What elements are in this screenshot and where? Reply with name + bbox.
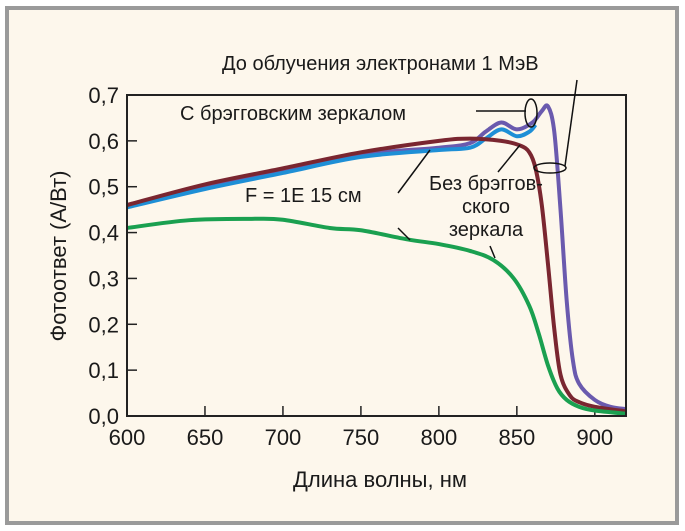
y-tick-label: 0,1 bbox=[88, 358, 119, 383]
x-tick-label: 750 bbox=[343, 425, 380, 450]
y-axis-label: Фотоответ (А/Вт) bbox=[46, 171, 71, 342]
ellipse-before bbox=[533, 162, 567, 174]
y-tick-label: 0,4 bbox=[88, 221, 119, 246]
annotation-without-mirror-1: Без брэггов- bbox=[429, 173, 543, 195]
annotation-leaders bbox=[397, 79, 578, 259]
x-axis-label: Длина волны, нм bbox=[293, 467, 467, 492]
leader-fluence-bottom bbox=[397, 227, 411, 241]
y-tick-label: 0,2 bbox=[88, 312, 119, 337]
series-line-4 bbox=[126, 216, 627, 416]
leader-without-mirror bbox=[497, 144, 521, 173]
series-line-3 bbox=[126, 136, 627, 414]
ellipse-with-mirror bbox=[524, 98, 538, 128]
leader-fluence-top bbox=[397, 149, 431, 194]
y-tick-label: 0,3 bbox=[88, 266, 119, 291]
x-tick-label: 650 bbox=[187, 425, 224, 450]
leader-before bbox=[564, 79, 578, 167]
leader-without-mirror-bottom bbox=[489, 245, 496, 259]
x-tick-label: 800 bbox=[421, 425, 458, 450]
x-tick-label: 600 bbox=[109, 425, 146, 450]
annotation-before: До облучения электронами 1 МэВ bbox=[222, 53, 539, 75]
y-tick-label: 0,0 bbox=[88, 404, 119, 429]
y-tick-label: 0,7 bbox=[88, 83, 119, 108]
y-tick-label: 0,6 bbox=[88, 129, 119, 154]
annotation-without-mirror-3: зеркала bbox=[449, 219, 524, 241]
plot-area bbox=[126, 94, 627, 417]
series-line-2 bbox=[126, 123, 538, 210]
annotation-with-mirror: С брэгговским зеркалом bbox=[180, 103, 406, 125]
x-tick-label: 850 bbox=[498, 425, 535, 450]
annotation-without-mirror-2: ского bbox=[462, 196, 510, 218]
annotation-fluence: F = 1E 15 см bbox=[245, 185, 362, 207]
x-tick-label: 900 bbox=[576, 425, 613, 450]
x-tick-label: 700 bbox=[265, 425, 302, 450]
y-tick-label: 0,5 bbox=[88, 175, 119, 200]
